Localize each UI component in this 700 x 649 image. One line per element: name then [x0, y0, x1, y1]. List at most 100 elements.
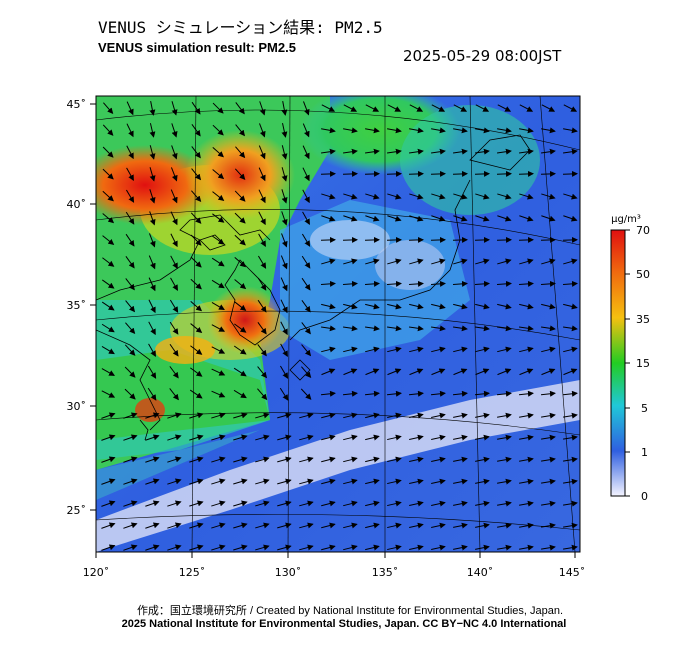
wind-arrow	[255, 500, 270, 507]
wind-arrow	[387, 104, 402, 112]
wind-arrow	[497, 478, 512, 485]
wind-arrow	[126, 101, 134, 116]
wind-arrow	[277, 412, 292, 419]
wind-arrow	[234, 168, 246, 180]
wind-arrow	[145, 456, 160, 463]
wind-arrow	[258, 233, 266, 247]
wind-arrow	[171, 145, 178, 160]
wind-arrow	[409, 104, 424, 112]
wind-arrow	[409, 215, 424, 222]
wind-arrow	[321, 258, 336, 265]
wind-arrow	[519, 303, 534, 310]
wind-arrow	[519, 346, 534, 353]
wind-arrow	[190, 301, 203, 312]
wind-arrow	[453, 193, 468, 200]
wind-arrow	[541, 215, 556, 222]
wind-arrow	[497, 522, 512, 529]
wind-arrow	[191, 168, 202, 181]
wind-arrow	[169, 343, 179, 357]
wind-arrow	[430, 390, 446, 397]
wind-arrow	[387, 368, 402, 376]
wind-arrow	[431, 258, 446, 265]
wind-arrow	[541, 127, 556, 134]
wind-arrow	[102, 124, 114, 136]
wind-arrow	[541, 434, 556, 441]
wind-arrow	[431, 148, 446, 155]
wind-arrow	[102, 257, 115, 267]
wind-arrow	[320, 390, 336, 397]
wind-arrow	[277, 500, 292, 507]
wind-arrow	[281, 211, 288, 226]
wind-arrow	[299, 522, 314, 529]
wind-arrow	[343, 500, 358, 507]
wind-arrow	[212, 124, 224, 136]
wind-arrow	[234, 190, 246, 202]
wind-arrow	[562, 170, 578, 177]
wind-arrow	[234, 301, 247, 311]
wind-arrow	[167, 544, 182, 551]
wind-arrow	[233, 456, 248, 463]
wind-arrow	[386, 390, 402, 397]
lon-label: 145˚	[559, 566, 586, 579]
wind-arrow	[409, 303, 424, 310]
wind-arrow	[321, 456, 336, 463]
colorbar-scale	[610, 229, 626, 497]
wind-arrow	[387, 434, 402, 441]
wind-arrow	[387, 522, 402, 529]
wind-arrow	[280, 321, 288, 336]
wind-arrow	[321, 412, 336, 419]
wind-arrow	[365, 127, 380, 134]
wind-arrow	[387, 478, 402, 485]
wind-arrow	[257, 299, 267, 313]
wind-arrow	[259, 101, 266, 116]
wind-arrow	[343, 412, 358, 419]
wind-arrow	[299, 456, 314, 463]
wind-arrow	[343, 522, 358, 529]
wind-arrow	[170, 189, 178, 204]
wind-arrow	[277, 434, 292, 441]
wind-arrow	[475, 258, 490, 265]
wind-arrow	[277, 478, 292, 485]
wind-arrow	[541, 478, 556, 485]
wind-arrow	[541, 500, 556, 507]
wind-arrow	[453, 544, 468, 551]
wind-arrow	[497, 148, 512, 155]
wind-arrow	[431, 368, 446, 376]
wind-arrow	[211, 324, 226, 332]
wind-arrow	[149, 101, 156, 116]
wind-arrow	[279, 387, 289, 401]
wind-arrow	[125, 256, 135, 269]
wind-arrow	[211, 478, 226, 485]
wind-arrow	[123, 456, 138, 463]
wind-arrow	[211, 412, 226, 419]
wind-arrow	[257, 388, 268, 401]
wind-arrow	[167, 522, 182, 529]
colorbar-tick: 5	[641, 402, 648, 415]
wind-arrow	[211, 368, 226, 376]
wind-arrow	[409, 368, 424, 376]
wind-arrow	[408, 280, 424, 287]
wind-arrow	[409, 478, 424, 485]
wind-arrow	[277, 544, 292, 551]
wind-arrow	[125, 322, 136, 335]
wind-arrow	[102, 146, 114, 158]
wind-arrow	[430, 170, 446, 177]
wind-arrow	[475, 456, 490, 463]
wind-arrow	[387, 456, 402, 463]
wind-arrow	[258, 189, 266, 204]
wind-arrow	[562, 280, 578, 287]
wind-arrow	[387, 148, 402, 155]
wind-arrow	[125, 300, 136, 313]
wind-arrow	[148, 255, 156, 270]
wind-arrow	[102, 279, 115, 289]
wind-arrow	[321, 478, 336, 485]
wind-arrow	[212, 191, 225, 201]
wind-arrow	[299, 500, 314, 507]
wind-arrow	[365, 522, 380, 529]
wind-arrow	[387, 500, 402, 507]
wind-arrow	[167, 412, 182, 419]
wind-arrow	[233, 500, 248, 507]
wind-arrow	[190, 278, 202, 290]
wind-arrow	[519, 258, 534, 265]
wind-arrow	[102, 168, 114, 180]
